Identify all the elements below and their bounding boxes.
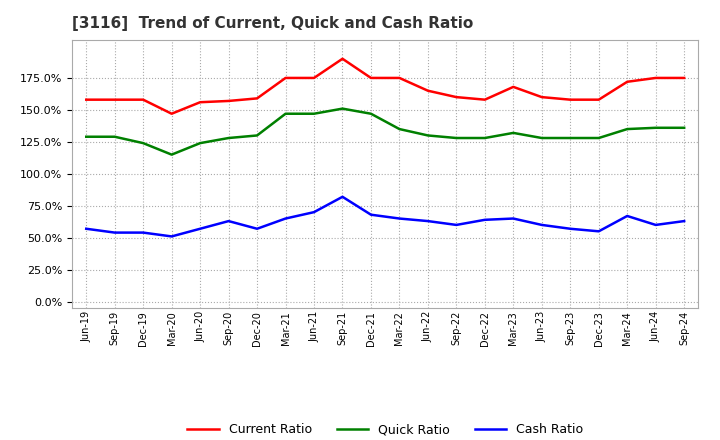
Current Ratio <box>680 75 688 81</box>
Quick Ratio <box>537 136 546 141</box>
Cash Ratio <box>509 216 518 221</box>
Legend: Current Ratio, Quick Ratio, Cash Ratio: Current Ratio, Quick Ratio, Cash Ratio <box>182 418 588 440</box>
Current Ratio <box>167 111 176 116</box>
Current Ratio <box>366 75 375 81</box>
Current Ratio <box>310 75 318 81</box>
Cash Ratio <box>623 213 631 219</box>
Cash Ratio <box>537 222 546 227</box>
Current Ratio <box>480 97 489 103</box>
Current Ratio <box>566 97 575 103</box>
Quick Ratio <box>423 133 432 138</box>
Quick Ratio <box>680 125 688 130</box>
Cash Ratio <box>196 226 204 231</box>
Current Ratio <box>652 75 660 81</box>
Current Ratio <box>623 79 631 84</box>
Cash Ratio <box>310 209 318 215</box>
Cash Ratio <box>225 218 233 224</box>
Current Ratio <box>595 97 603 103</box>
Cash Ratio <box>423 218 432 224</box>
Quick Ratio <box>82 134 91 139</box>
Cash Ratio <box>338 194 347 199</box>
Cash Ratio <box>366 212 375 217</box>
Quick Ratio <box>395 126 404 132</box>
Quick Ratio <box>338 106 347 111</box>
Current Ratio <box>253 96 261 101</box>
Line: Quick Ratio: Quick Ratio <box>86 109 684 154</box>
Quick Ratio <box>366 111 375 116</box>
Cash Ratio <box>452 222 461 227</box>
Cash Ratio <box>395 216 404 221</box>
Cash Ratio <box>480 217 489 223</box>
Cash Ratio <box>253 226 261 231</box>
Quick Ratio <box>282 111 290 116</box>
Quick Ratio <box>139 140 148 146</box>
Cash Ratio <box>282 216 290 221</box>
Current Ratio <box>282 75 290 81</box>
Current Ratio <box>139 97 148 103</box>
Quick Ratio <box>480 136 489 141</box>
Cash Ratio <box>167 234 176 239</box>
Current Ratio <box>423 88 432 93</box>
Quick Ratio <box>196 140 204 146</box>
Cash Ratio <box>595 229 603 234</box>
Text: [3116]  Trend of Current, Quick and Cash Ratio: [3116] Trend of Current, Quick and Cash … <box>72 16 473 32</box>
Line: Current Ratio: Current Ratio <box>86 59 684 114</box>
Quick Ratio <box>167 152 176 157</box>
Quick Ratio <box>566 136 575 141</box>
Quick Ratio <box>652 125 660 130</box>
Current Ratio <box>196 99 204 105</box>
Current Ratio <box>509 84 518 89</box>
Quick Ratio <box>623 126 631 132</box>
Current Ratio <box>225 98 233 103</box>
Quick Ratio <box>452 136 461 141</box>
Cash Ratio <box>110 230 119 235</box>
Quick Ratio <box>110 134 119 139</box>
Current Ratio <box>110 97 119 103</box>
Cash Ratio <box>566 226 575 231</box>
Quick Ratio <box>310 111 318 116</box>
Current Ratio <box>82 97 91 103</box>
Cash Ratio <box>652 222 660 227</box>
Current Ratio <box>452 95 461 100</box>
Cash Ratio <box>82 226 91 231</box>
Cash Ratio <box>680 218 688 224</box>
Quick Ratio <box>595 136 603 141</box>
Cash Ratio <box>139 230 148 235</box>
Current Ratio <box>395 75 404 81</box>
Quick Ratio <box>253 133 261 138</box>
Line: Cash Ratio: Cash Ratio <box>86 197 684 236</box>
Current Ratio <box>338 56 347 62</box>
Quick Ratio <box>509 130 518 136</box>
Quick Ratio <box>225 136 233 141</box>
Current Ratio <box>537 95 546 100</box>
